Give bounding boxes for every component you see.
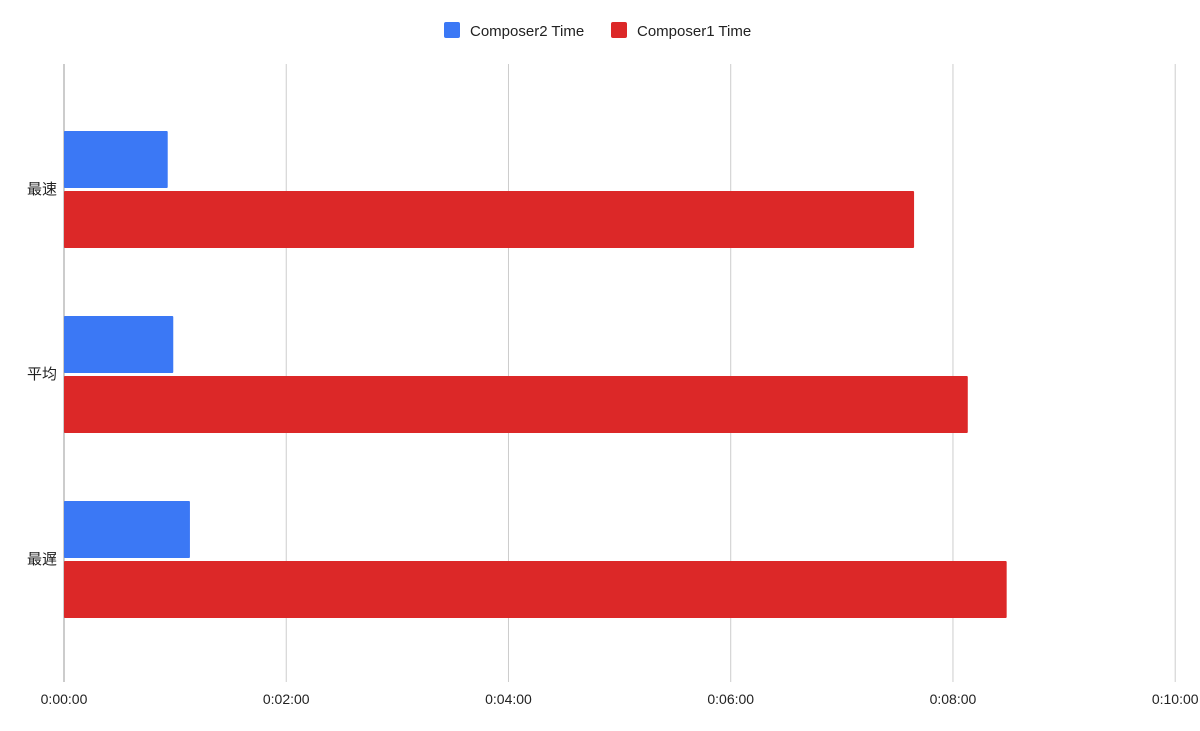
- bars: [64, 131, 1007, 618]
- x-tick-label: 0:10:00: [1152, 691, 1199, 707]
- x-tick-label: 0:06:00: [707, 691, 754, 707]
- legend-swatch-composer1: [611, 22, 627, 38]
- legend: Composer2 Time Composer1 Time: [444, 22, 751, 40]
- category-label: 平均: [27, 366, 57, 383]
- x-axis-tick-labels: 0:00:00 0:02:00 0:04:00 0:06:00 0:08:00 0:10:…: [41, 691, 1199, 707]
- x-tick-label: 0:02:00: [263, 691, 310, 707]
- category-label: 最速: [27, 181, 57, 198]
- category-label: 最遅: [27, 551, 57, 568]
- bar-composer2: [64, 131, 168, 188]
- bar-composer2: [64, 316, 174, 373]
- x-tick-label: 0:04:00: [485, 691, 532, 707]
- bar-composer1: [64, 191, 915, 248]
- bar-composer2: [64, 501, 190, 558]
- x-tick-label: 0:08:00: [930, 691, 977, 707]
- legend-swatch-composer2: [444, 22, 460, 38]
- legend-label-composer2: Composer2 Time: [470, 23, 584, 40]
- legend-label-composer1: Composer1 Time: [637, 23, 751, 40]
- bar-composer1: [64, 376, 968, 433]
- x-tick-label: 0:00:00: [41, 691, 88, 707]
- bar-composer1: [64, 561, 1007, 618]
